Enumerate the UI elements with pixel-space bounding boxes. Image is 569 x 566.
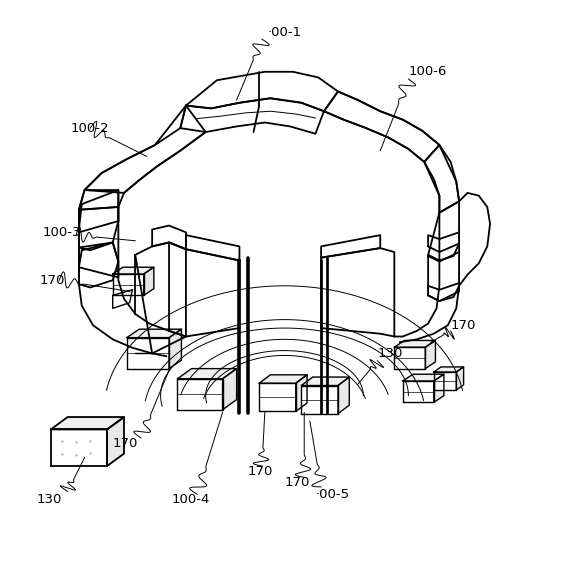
Polygon shape (169, 242, 240, 337)
Polygon shape (425, 340, 435, 368)
Polygon shape (79, 207, 118, 232)
Text: 100-2: 100-2 (71, 122, 109, 135)
Polygon shape (324, 92, 439, 162)
Text: 130: 130 (36, 494, 62, 507)
Text: ·00-5: ·00-5 (315, 488, 349, 501)
Polygon shape (321, 248, 394, 337)
Polygon shape (428, 201, 459, 260)
Polygon shape (127, 329, 182, 338)
Text: 170: 170 (113, 437, 138, 450)
Polygon shape (259, 375, 307, 383)
Polygon shape (113, 290, 133, 308)
Polygon shape (79, 242, 118, 277)
Polygon shape (152, 226, 186, 249)
Polygon shape (259, 383, 296, 411)
Polygon shape (107, 417, 124, 466)
Polygon shape (113, 274, 144, 295)
Polygon shape (403, 374, 444, 381)
Polygon shape (79, 190, 118, 250)
Polygon shape (456, 367, 464, 390)
Polygon shape (178, 379, 222, 410)
Polygon shape (302, 385, 338, 414)
Polygon shape (51, 430, 107, 466)
Text: 100-3: 100-3 (42, 226, 81, 239)
Text: 130: 130 (377, 347, 403, 360)
Polygon shape (434, 374, 444, 402)
Polygon shape (127, 338, 169, 368)
Polygon shape (434, 372, 456, 390)
Polygon shape (186, 235, 240, 260)
Text: 170: 170 (451, 319, 476, 332)
Text: ·00-1: ·00-1 (267, 26, 302, 39)
Polygon shape (79, 242, 118, 288)
Text: 100-4: 100-4 (172, 494, 210, 507)
Polygon shape (186, 72, 338, 111)
Text: 170: 170 (284, 477, 310, 490)
Polygon shape (169, 329, 182, 368)
Polygon shape (403, 381, 434, 402)
Polygon shape (424, 145, 459, 213)
Polygon shape (394, 347, 425, 368)
Polygon shape (434, 367, 464, 372)
Polygon shape (302, 377, 349, 385)
Polygon shape (79, 190, 118, 210)
Text: 170: 170 (248, 465, 273, 478)
Polygon shape (428, 232, 459, 252)
Polygon shape (338, 377, 349, 414)
Polygon shape (428, 283, 459, 301)
Polygon shape (178, 368, 237, 379)
Polygon shape (321, 235, 380, 258)
Polygon shape (394, 340, 435, 347)
Polygon shape (222, 368, 237, 410)
Polygon shape (428, 252, 459, 301)
Polygon shape (51, 417, 124, 430)
Polygon shape (144, 267, 154, 295)
Polygon shape (85, 106, 205, 193)
Polygon shape (113, 267, 154, 274)
Text: 100-6: 100-6 (409, 65, 447, 78)
Polygon shape (180, 98, 324, 134)
Polygon shape (135, 242, 186, 353)
Polygon shape (296, 375, 307, 411)
Text: 170: 170 (39, 274, 65, 287)
Polygon shape (459, 193, 490, 286)
